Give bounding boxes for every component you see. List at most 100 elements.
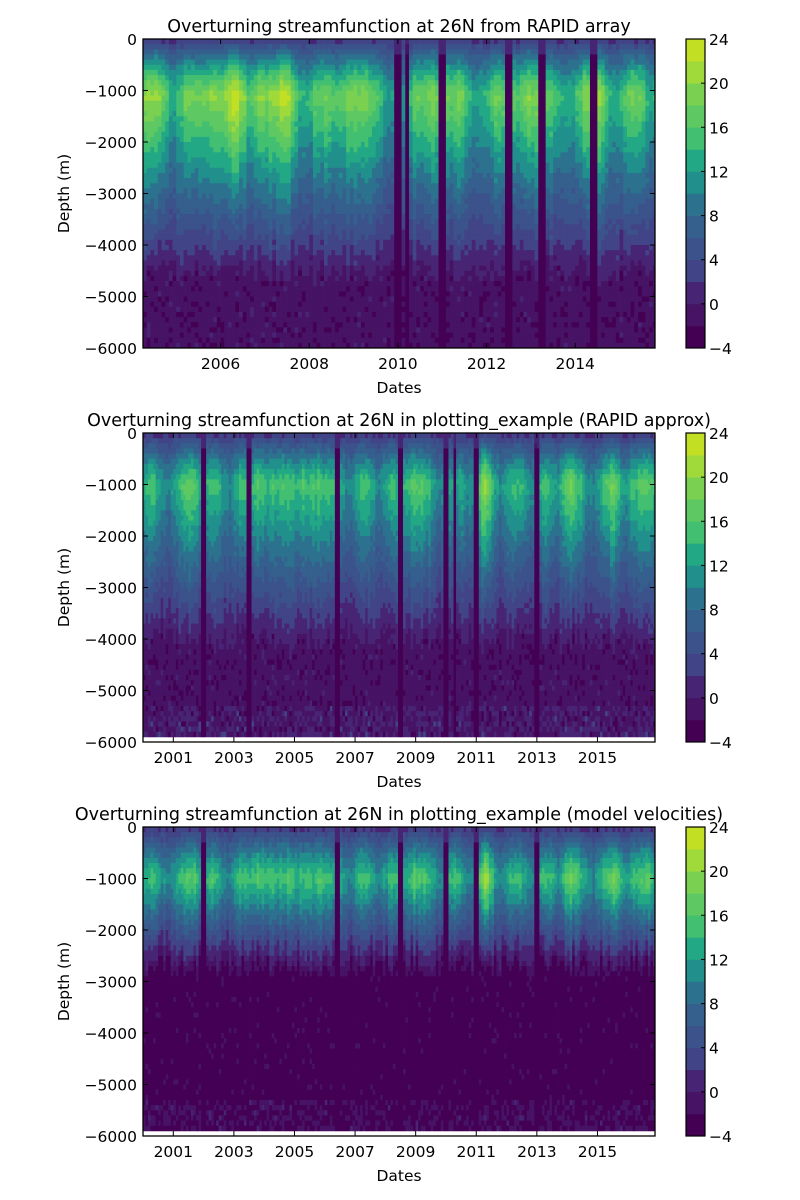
heatmap-cell bbox=[387, 281, 391, 287]
heatmap-cell bbox=[258, 230, 262, 236]
heatmap-cell bbox=[350, 333, 354, 339]
heatmap-cell bbox=[320, 54, 324, 60]
heatmap-cell bbox=[298, 80, 302, 86]
heatmap-cell bbox=[202, 276, 206, 282]
heatmap-cell bbox=[350, 255, 354, 261]
heatmap-cell bbox=[379, 183, 383, 189]
heatmap-cell bbox=[294, 255, 298, 261]
heatmap-cell bbox=[261, 178, 265, 184]
heatmap-cell bbox=[368, 245, 372, 251]
heatmap-cell bbox=[287, 70, 291, 76]
heatmap-cell bbox=[416, 147, 420, 153]
heatmap-cell bbox=[198, 209, 202, 215]
heatmap-cell bbox=[269, 85, 273, 91]
heatmap-cell bbox=[416, 199, 420, 205]
heatmap-cell bbox=[413, 142, 417, 148]
heatmap-cell bbox=[398, 44, 402, 50]
heatmap-cell bbox=[435, 178, 439, 184]
heatmap-cell bbox=[173, 168, 177, 174]
heatmap-cell bbox=[424, 157, 428, 163]
heatmap-cell bbox=[250, 276, 254, 282]
heatmap-cell bbox=[413, 219, 417, 225]
heatmap-cell bbox=[224, 327, 228, 333]
heatmap-cell bbox=[420, 209, 424, 215]
heatmap-cell bbox=[276, 106, 280, 112]
heatmap-cell bbox=[184, 54, 188, 60]
heatmap-cell bbox=[235, 235, 239, 241]
heatmap-cell bbox=[291, 291, 295, 297]
heatmap-cell bbox=[276, 327, 280, 333]
heatmap-cell bbox=[187, 183, 191, 189]
heatmap-cell bbox=[191, 44, 195, 50]
heatmap-cell bbox=[306, 235, 310, 241]
heatmap-cell bbox=[424, 168, 428, 174]
heatmap-cell bbox=[383, 317, 387, 323]
heatmap-cell bbox=[246, 111, 250, 117]
heatmap-cell bbox=[331, 317, 335, 323]
heatmap-cell bbox=[294, 240, 298, 246]
heatmap-cell bbox=[213, 317, 217, 323]
heatmap-cell bbox=[165, 168, 169, 174]
heatmap-cell bbox=[239, 91, 243, 97]
heatmap-cell bbox=[169, 199, 173, 205]
heatmap-cell bbox=[173, 286, 177, 292]
heatmap-cell bbox=[165, 307, 169, 313]
heatmap-cell bbox=[287, 291, 291, 297]
heatmap-cell bbox=[154, 54, 158, 60]
heatmap-cell bbox=[387, 307, 391, 313]
heatmap-cell bbox=[328, 39, 332, 45]
heatmap-cell bbox=[306, 312, 310, 318]
heatmap-cell bbox=[213, 276, 217, 282]
heatmap-cell bbox=[427, 281, 431, 287]
heatmap-cell bbox=[165, 111, 169, 117]
heatmap-cell bbox=[147, 96, 151, 102]
heatmap-cell bbox=[394, 260, 398, 266]
heatmap-cell bbox=[379, 307, 383, 313]
heatmap-cell bbox=[283, 137, 287, 143]
heatmap-cell bbox=[328, 54, 332, 60]
heatmap-cell bbox=[161, 204, 165, 210]
heatmap-cell bbox=[243, 188, 247, 194]
heatmap-cell bbox=[342, 116, 346, 122]
heatmap-cell bbox=[405, 173, 409, 179]
heatmap-cell bbox=[442, 178, 446, 184]
heatmap-cell bbox=[272, 152, 276, 158]
heatmap-cell bbox=[261, 266, 265, 272]
heatmap-cell bbox=[391, 121, 395, 127]
heatmap-cell bbox=[376, 338, 380, 344]
heatmap-cell bbox=[372, 168, 376, 174]
heatmap-cell bbox=[272, 322, 276, 328]
heatmap-cell bbox=[191, 266, 195, 272]
heatmap-cell bbox=[317, 39, 321, 45]
heatmap-cell bbox=[372, 85, 376, 91]
heatmap-cell bbox=[154, 338, 158, 344]
heatmap-cell bbox=[302, 127, 306, 133]
heatmap-cell bbox=[209, 333, 213, 339]
heatmap-cell bbox=[287, 183, 291, 189]
heatmap-cell bbox=[202, 194, 206, 200]
heatmap-cell bbox=[173, 245, 177, 251]
heatmap-cell bbox=[328, 116, 332, 122]
heatmap-cell bbox=[320, 307, 324, 313]
heatmap-cell bbox=[224, 173, 228, 179]
heatmap-cell bbox=[354, 255, 358, 261]
heatmap-cell bbox=[450, 65, 454, 71]
heatmap-cell bbox=[217, 96, 221, 102]
heatmap-cell bbox=[235, 91, 239, 97]
heatmap-cell bbox=[413, 152, 417, 158]
heatmap-cell bbox=[431, 338, 435, 344]
heatmap-cell bbox=[391, 106, 395, 112]
heatmap-cell bbox=[217, 271, 221, 277]
heatmap-cell bbox=[217, 194, 221, 200]
heatmap-cell bbox=[176, 44, 180, 50]
heatmap-cell bbox=[265, 39, 269, 45]
heatmap-cell bbox=[161, 317, 165, 323]
heatmap-cell bbox=[346, 183, 350, 189]
heatmap-cell bbox=[398, 312, 402, 318]
heatmap-cell bbox=[276, 132, 280, 138]
heatmap-cell bbox=[228, 281, 232, 287]
heatmap-cell bbox=[169, 142, 173, 148]
heatmap-cell bbox=[213, 75, 217, 81]
heatmap-cell bbox=[276, 173, 280, 179]
heatmap-cell bbox=[283, 106, 287, 112]
